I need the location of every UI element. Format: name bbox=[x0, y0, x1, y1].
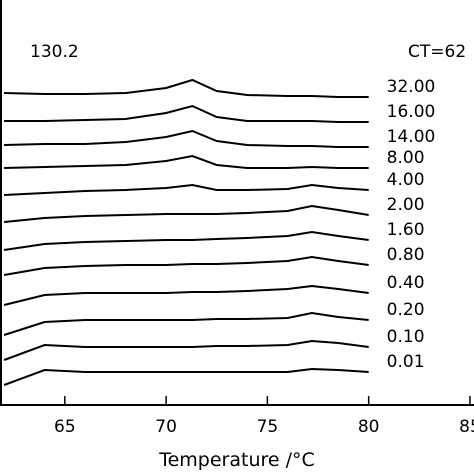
curve-label: 4.00 bbox=[387, 170, 425, 190]
curve bbox=[4, 183, 369, 196]
curve bbox=[4, 78, 369, 98]
x-tick-label: 85 bbox=[459, 417, 474, 437]
curve-label: 14.00 bbox=[387, 127, 436, 147]
curve-label: 32.00 bbox=[387, 77, 436, 97]
x-tick-label: 80 bbox=[358, 417, 380, 437]
curve bbox=[3, 339, 369, 361]
curve-label: 0.40 bbox=[387, 273, 425, 293]
curve bbox=[3, 230, 369, 251]
x-tick-label: 75 bbox=[257, 417, 279, 437]
curve-label: 0.20 bbox=[387, 300, 425, 320]
curve bbox=[4, 129, 369, 148]
annotation: CT=62 bbox=[408, 42, 466, 62]
curve bbox=[4, 154, 369, 169]
curve-label: 2.00 bbox=[387, 195, 425, 215]
curve-label: 8.00 bbox=[387, 148, 425, 168]
curve bbox=[3, 255, 369, 276]
curve bbox=[4, 104, 369, 123]
curve-label: 0.01 bbox=[387, 352, 425, 372]
curve bbox=[3, 284, 369, 306]
curve-label: 1.60 bbox=[387, 220, 425, 240]
x-tick-label: 70 bbox=[155, 417, 177, 437]
curve bbox=[3, 311, 369, 336]
curve-label: 0.80 bbox=[387, 245, 425, 265]
x-axis-label: Temperature /°C bbox=[158, 449, 315, 471]
annotation: 130.2 bbox=[30, 42, 79, 62]
curve bbox=[3, 367, 369, 386]
x-tick-label: 65 bbox=[54, 417, 76, 437]
curve bbox=[4, 204, 369, 223]
curve-label: 0.10 bbox=[387, 327, 425, 347]
curve-label: 16.00 bbox=[387, 102, 436, 122]
